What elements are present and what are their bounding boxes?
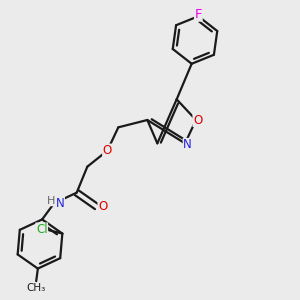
Text: N: N [183,139,192,152]
Text: H: H [47,196,56,206]
Text: CH₃: CH₃ [27,283,46,293]
Text: F: F [195,8,202,21]
Text: O: O [103,144,112,157]
Text: Cl: Cl [36,223,47,236]
Text: N: N [56,197,64,210]
Text: O: O [98,200,107,212]
Text: O: O [193,113,202,127]
